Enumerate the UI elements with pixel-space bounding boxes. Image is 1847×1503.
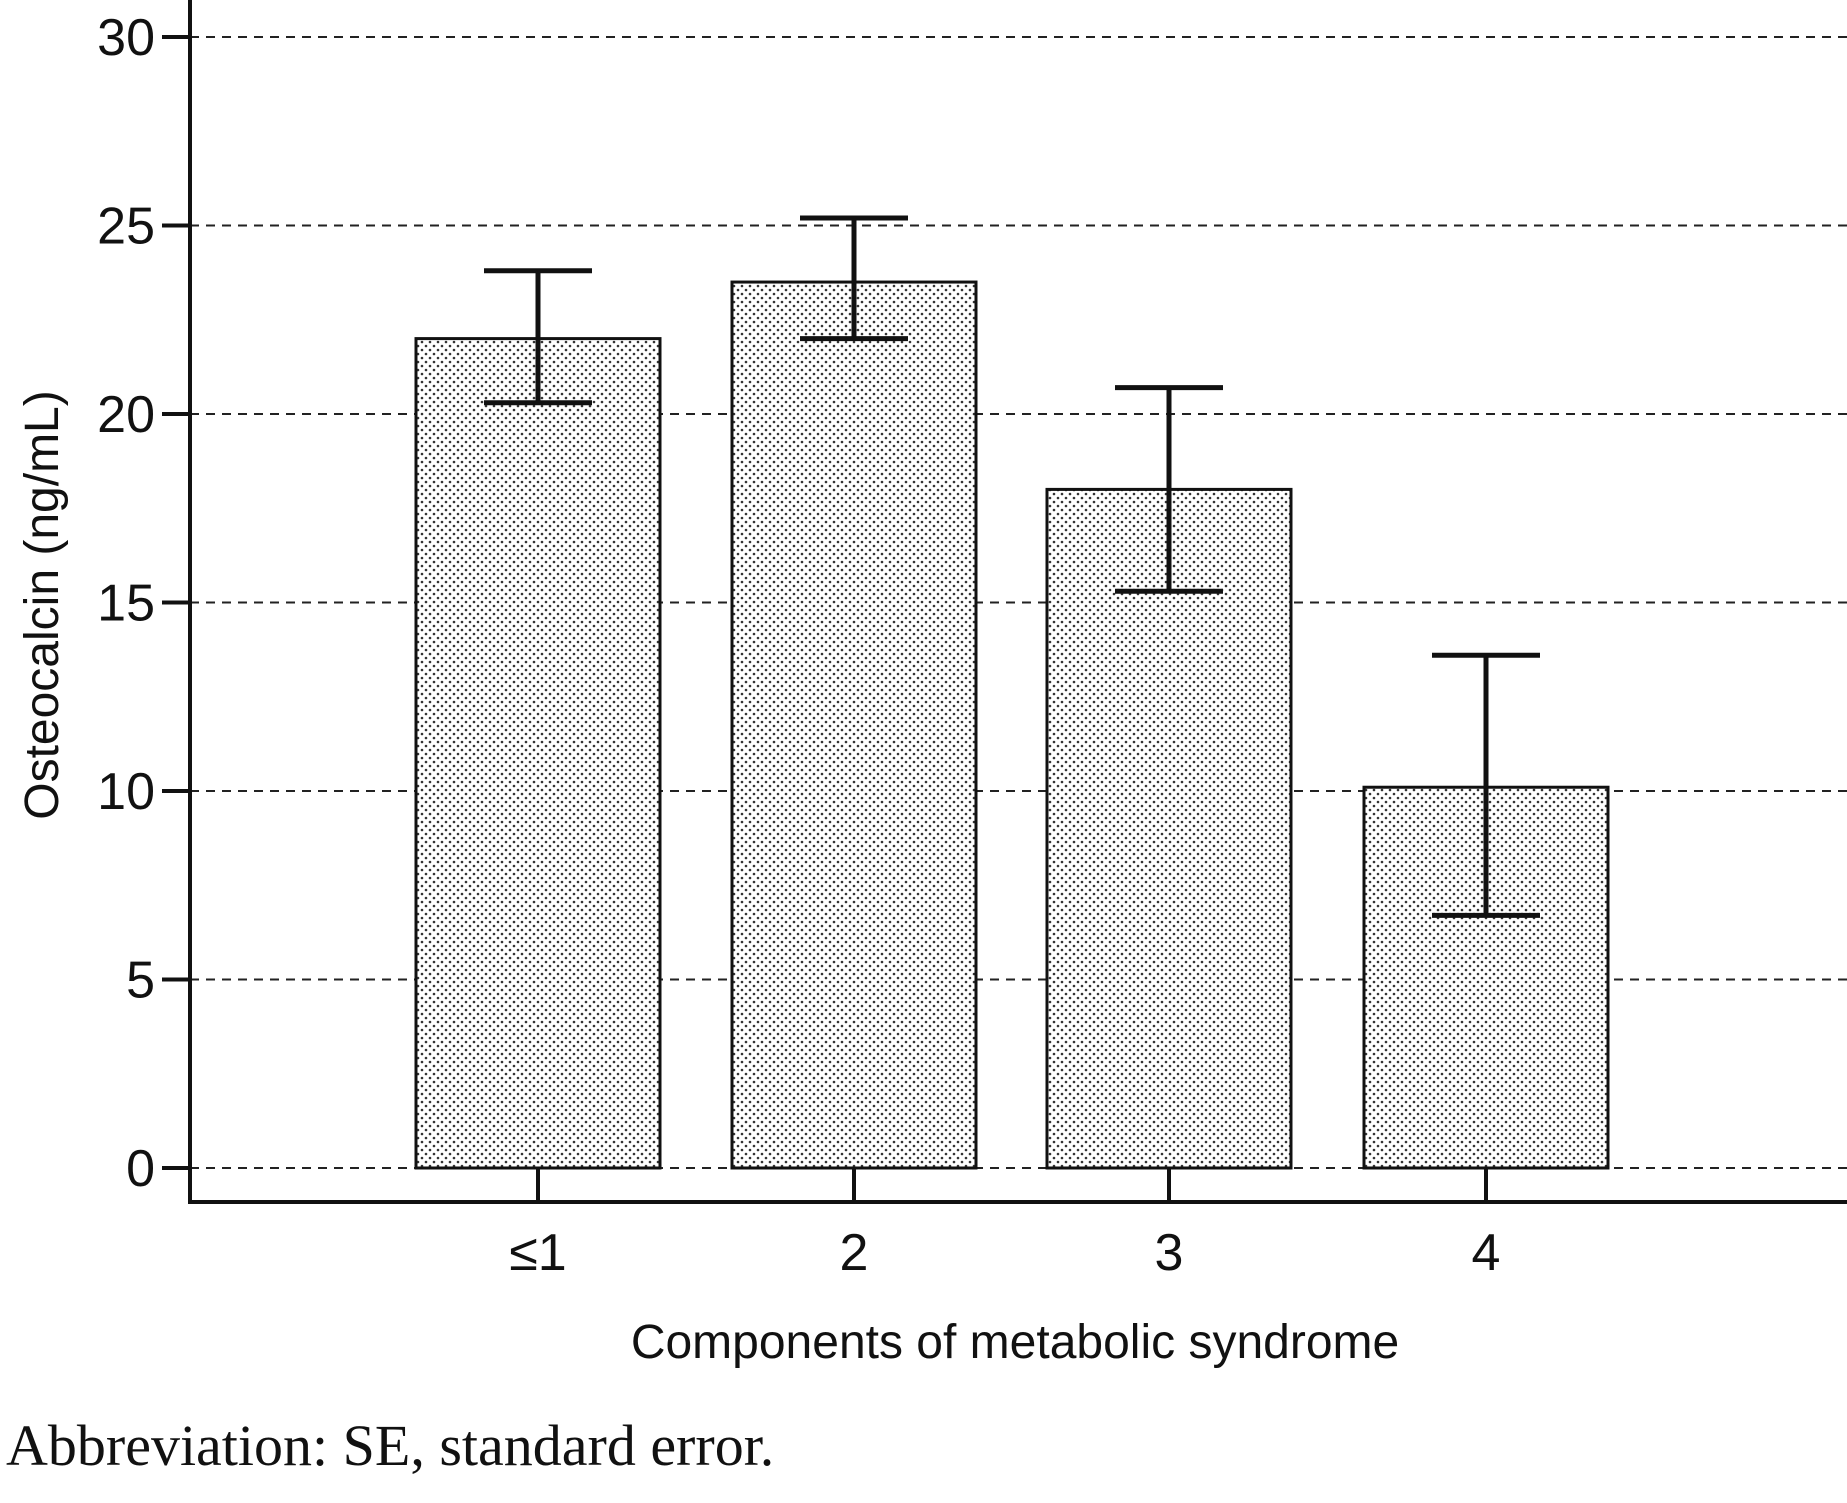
y-tick-label-5: 5 xyxy=(126,952,155,1010)
x-axis-title: Components of metabolic syndrome xyxy=(631,1316,1399,1369)
x-tick-label-4: 4 xyxy=(1472,1224,1501,1282)
bar-2 xyxy=(730,280,978,1170)
y-tick-label-15: 15 xyxy=(97,575,155,633)
bar-1 xyxy=(414,337,662,1170)
axes xyxy=(162,0,1847,1204)
x-tick-label-3: 3 xyxy=(1155,1224,1184,1282)
y-tick-label-20: 20 xyxy=(97,386,155,444)
bars xyxy=(414,215,1610,1170)
y-tick-label-30: 30 xyxy=(97,9,155,67)
y-tick-label-25: 25 xyxy=(97,198,155,256)
y-tick-label-0: 0 xyxy=(126,1140,155,1198)
tick-labels: 0 5 10 15 20 25 30 ≤1 2 3 4 xyxy=(97,9,1500,1282)
bar-3 xyxy=(1045,487,1293,1170)
x-tick-label-1: ≤1 xyxy=(509,1224,566,1282)
y-tick-label-10: 10 xyxy=(97,763,155,821)
bar-chart: 0 5 10 15 20 25 30 ≤1 2 3 4 Components of metaboli… xyxy=(16,0,1847,1369)
footnote: Abbreviation: SE, standard error. xyxy=(6,1413,775,1478)
x-tick-label-2: 2 xyxy=(840,1224,869,1282)
y-axis-title: Osteocalcin (ng/mL) xyxy=(16,390,69,820)
